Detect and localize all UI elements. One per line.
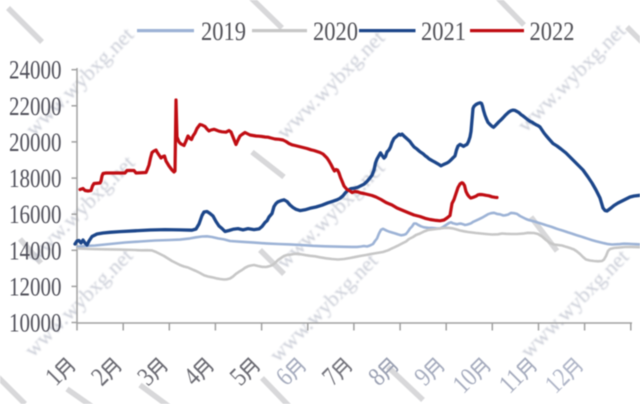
svg-text:10000: 10000 (9, 308, 62, 338)
svg-text:2019: 2019 (201, 16, 246, 46)
svg-text:12000: 12000 (9, 271, 62, 301)
svg-text:2020: 2020 (313, 16, 358, 46)
svg-text:2021: 2021 (421, 16, 466, 46)
svg-text:18000: 18000 (9, 163, 62, 193)
svg-text:14000: 14000 (9, 235, 62, 265)
svg-text:22000: 22000 (9, 91, 62, 121)
svg-text:16000: 16000 (9, 199, 62, 229)
svg-text:2022: 2022 (530, 16, 575, 46)
svg-text:24000: 24000 (9, 55, 62, 85)
svg-text:20000: 20000 (9, 127, 62, 157)
